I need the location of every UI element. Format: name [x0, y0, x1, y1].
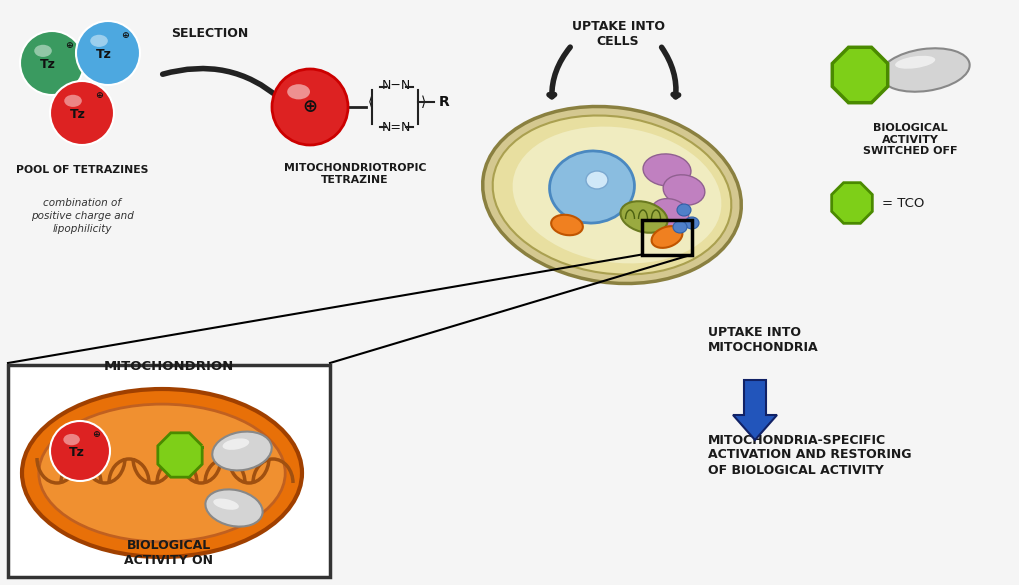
Ellipse shape — [662, 175, 704, 205]
Ellipse shape — [63, 434, 79, 445]
Text: MITOCHONDRION: MITOCHONDRION — [104, 360, 234, 373]
Text: ⟩: ⟩ — [421, 95, 426, 109]
Ellipse shape — [513, 126, 720, 263]
Text: Tz: Tz — [40, 58, 56, 71]
Ellipse shape — [651, 226, 682, 248]
Ellipse shape — [685, 217, 698, 229]
Text: ⟨: ⟨ — [367, 95, 372, 109]
Text: UPTAKE INTO
CELLS: UPTAKE INTO CELLS — [571, 20, 663, 48]
Ellipse shape — [90, 35, 108, 47]
Ellipse shape — [22, 389, 302, 557]
Ellipse shape — [895, 56, 934, 68]
Ellipse shape — [39, 404, 285, 542]
Circle shape — [50, 421, 110, 481]
Text: ⊕: ⊕ — [92, 430, 100, 439]
Ellipse shape — [482, 106, 741, 284]
Text: = TCO: = TCO — [881, 197, 923, 209]
Circle shape — [50, 81, 114, 145]
Polygon shape — [158, 433, 202, 477]
Text: R: R — [438, 95, 449, 109]
Ellipse shape — [620, 201, 666, 233]
FancyBboxPatch shape — [8, 365, 330, 577]
Text: BIOLOGICAL
ACTIVITY
SWITCHED OFF: BIOLOGICAL ACTIVITY SWITCHED OFF — [862, 123, 956, 156]
Ellipse shape — [550, 215, 582, 235]
Text: ⊕: ⊕ — [64, 41, 72, 50]
Ellipse shape — [651, 199, 688, 228]
Ellipse shape — [205, 490, 262, 526]
Ellipse shape — [287, 84, 310, 99]
Polygon shape — [832, 47, 887, 103]
Text: Tz: Tz — [96, 48, 112, 61]
Circle shape — [20, 31, 84, 95]
Ellipse shape — [642, 154, 690, 186]
Text: MITOCHONDRIA-SPECIFIC
ACTIVATION AND RESTORING
OF BIOLOGICAL ACTIVITY: MITOCHONDRIA-SPECIFIC ACTIVATION AND RES… — [707, 433, 911, 477]
Ellipse shape — [492, 115, 731, 274]
Text: UPTAKE INTO
MITOCHONDRIA: UPTAKE INTO MITOCHONDRIA — [707, 326, 818, 354]
FancyArrow shape — [733, 380, 776, 440]
Ellipse shape — [35, 45, 52, 57]
Ellipse shape — [586, 171, 607, 189]
Circle shape — [76, 21, 140, 85]
Text: ⊕: ⊕ — [120, 31, 128, 40]
Bar — [641, 219, 691, 254]
Ellipse shape — [549, 151, 634, 223]
Text: MITOCHONDRIOTROPIC
TETRAZINE: MITOCHONDRIOTROPIC TETRAZINE — [283, 163, 426, 185]
Text: POOL OF TETRAZINES: POOL OF TETRAZINES — [16, 165, 148, 175]
Ellipse shape — [212, 432, 271, 470]
Ellipse shape — [222, 438, 249, 450]
Ellipse shape — [64, 95, 82, 107]
Text: combination of
positive charge and
lipophilicity: combination of positive charge and lipop… — [31, 198, 133, 235]
Text: SELECTION: SELECTION — [171, 26, 249, 40]
Text: ⊕: ⊕ — [303, 98, 317, 116]
Ellipse shape — [879, 49, 969, 92]
Ellipse shape — [673, 221, 687, 233]
Ellipse shape — [213, 498, 238, 510]
Text: BIOLOGICAL
ACTIVITY ON: BIOLOGICAL ACTIVITY ON — [124, 539, 213, 567]
Text: ⊕: ⊕ — [95, 91, 103, 100]
Text: N=N: N=N — [381, 121, 411, 133]
Polygon shape — [830, 183, 871, 223]
Text: Tz: Tz — [70, 108, 86, 121]
Circle shape — [272, 69, 347, 145]
Ellipse shape — [677, 204, 690, 216]
Text: N−N: N−N — [381, 78, 411, 91]
Text: Tz: Tz — [68, 446, 85, 459]
